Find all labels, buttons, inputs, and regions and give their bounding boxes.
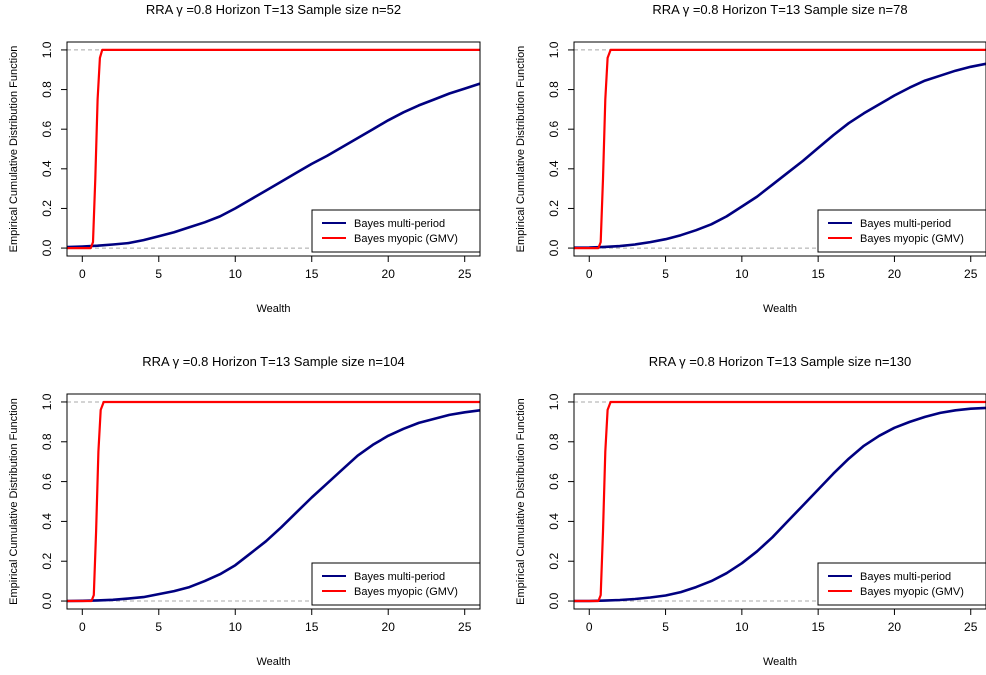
chart-panel-3: RRA γ =0.8 Horizon T=13 Sample size n=10… <box>8 354 481 668</box>
legend-label: Bayes multi-period <box>354 571 445 583</box>
series-line-bayes-multi-period <box>573 62 986 249</box>
x-tick-label: 0 <box>586 267 593 281</box>
x-axis-label: Wealth <box>256 303 290 315</box>
chart-panel-4: RRA γ =0.8 Horizon T=13 Sample size n=13… <box>515 354 986 668</box>
x-tick-label: 15 <box>811 267 825 281</box>
legend: Bayes multi-period Bayes myopic (GMV) <box>311 209 481 253</box>
series-line-bayes-myopic-gmv <box>574 48 986 250</box>
x-tick-label: 25 <box>458 620 472 634</box>
plot-frame <box>66 393 481 610</box>
x-tick-label: 15 <box>305 620 319 634</box>
y-tick-label: 0.6 <box>40 121 54 138</box>
series-line-bayes-myopic-gmv <box>67 400 480 603</box>
y-tick-label: 0.0 <box>40 239 54 256</box>
x-tick-label: 25 <box>964 620 978 634</box>
x-tick-label: 0 <box>79 620 86 634</box>
y-tick-label: 1.0 <box>547 41 561 58</box>
x-tick-label: 5 <box>662 267 669 281</box>
y-tick-label: 1.0 <box>40 393 54 410</box>
x-tick-label: 10 <box>229 620 243 634</box>
y-tick-label: 0.6 <box>40 473 54 490</box>
y-tick-label: 0.2 <box>40 553 54 570</box>
legend-label: Bayes myopic (GMV) <box>860 586 964 598</box>
x-axis-label: Wealth <box>763 303 797 315</box>
y-axis-label: Empirical Cumulative Distribution Functi… <box>515 398 527 605</box>
x-tick-label: 5 <box>662 620 669 634</box>
legend-box <box>311 562 481 606</box>
y-tick-label: 0.0 <box>547 592 561 609</box>
y-tick-label: 0.8 <box>547 433 561 450</box>
y-tick-label: 0.2 <box>547 200 561 217</box>
x-axis-label: Wealth <box>256 656 290 668</box>
series-line-bayes-multi-period <box>574 406 986 603</box>
x-tick-label: 10 <box>229 267 243 281</box>
legend-box <box>817 562 986 606</box>
y-tick-label: 0.6 <box>547 473 561 490</box>
y-tick-label: 1.0 <box>40 41 54 58</box>
legend: Bayes multi-period Bayes myopic (GMV) <box>311 562 481 606</box>
x-tick-label: 10 <box>735 267 749 281</box>
legend: Bayes multi-period Bayes myopic (GMV) <box>817 209 986 253</box>
x-tick-label: 15 <box>811 620 825 634</box>
series-line-bayes-myopic-gmv <box>574 400 986 603</box>
chart-title: RRA γ =0.8 Horizon T=13 Sample size n=52 <box>146 2 401 17</box>
x-tick-label: 5 <box>155 620 162 634</box>
chart-title: RRA γ =0.8 Horizon T=13 Sample size n=78 <box>652 2 907 17</box>
y-tick-label: 0.4 <box>40 160 54 177</box>
plot-frame <box>66 41 481 257</box>
x-tick-label: 20 <box>382 620 396 634</box>
x-axis-label: Wealth <box>763 656 797 668</box>
chart-panel-1: RRA γ =0.8 Horizon T=13 Sample size n=52… <box>8 2 481 315</box>
series-line-bayes-myopic-gmv <box>67 48 480 250</box>
x-tick-label: 20 <box>382 267 396 281</box>
y-tick-label: 0.4 <box>547 513 561 530</box>
x-tick-label: 20 <box>888 267 902 281</box>
y-tick-label: 0.4 <box>40 513 54 530</box>
y-tick-label: 0.0 <box>547 239 561 256</box>
y-tick-label: 1.0 <box>547 393 561 410</box>
x-tick-label: 15 <box>305 267 319 281</box>
plot-frame <box>573 41 986 257</box>
series-line-bayes-multi-period <box>66 82 481 249</box>
x-tick-label: 0 <box>586 620 593 634</box>
x-tick-label: 10 <box>735 620 749 634</box>
legend-box <box>311 209 481 253</box>
y-tick-label: 0.2 <box>547 553 561 570</box>
y-tick-label: 0.0 <box>40 592 54 609</box>
y-tick-label: 0.8 <box>40 81 54 98</box>
legend-label: Bayes myopic (GMV) <box>354 586 458 598</box>
x-tick-label: 0 <box>79 267 86 281</box>
plot-frame <box>573 393 986 610</box>
x-tick-label: 25 <box>458 267 472 281</box>
y-tick-label: 0.4 <box>547 160 561 177</box>
y-tick-label: 0.8 <box>547 81 561 98</box>
legend-box <box>817 209 986 253</box>
x-tick-label: 20 <box>888 620 902 634</box>
legend-label: Bayes myopic (GMV) <box>860 233 964 245</box>
y-tick-label: 0.6 <box>547 121 561 138</box>
y-axis-label: Empirical Cumulative Distribution Functi… <box>515 46 527 253</box>
legend-label: Bayes multi-period <box>354 218 445 230</box>
x-tick-label: 5 <box>155 267 162 281</box>
chart-title: RRA γ =0.8 Horizon T=13 Sample size n=13… <box>649 354 911 369</box>
y-tick-label: 0.8 <box>40 433 54 450</box>
x-tick-label: 25 <box>964 267 978 281</box>
y-axis-label: Empirical Cumulative Distribution Functi… <box>8 46 20 253</box>
y-axis-label: Empirical Cumulative Distribution Functi… <box>8 398 20 605</box>
chart-panel-2: RRA γ =0.8 Horizon T=13 Sample size n=78… <box>515 2 986 315</box>
y-tick-label: 0.2 <box>40 200 54 217</box>
legend: Bayes multi-period Bayes myopic (GMV) <box>817 562 986 606</box>
chart-title: RRA γ =0.8 Horizon T=13 Sample size n=10… <box>142 354 404 369</box>
legend-label: Bayes multi-period <box>860 571 951 583</box>
series-line-bayes-multi-period <box>66 409 481 603</box>
legend-label: Bayes multi-period <box>860 218 951 230</box>
legend-label: Bayes myopic (GMV) <box>354 233 458 245</box>
